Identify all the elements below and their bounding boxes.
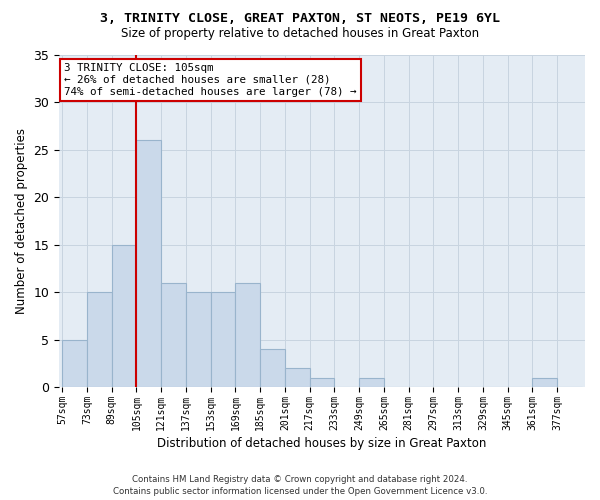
Bar bbox=[211, 292, 235, 387]
Bar bbox=[532, 378, 557, 387]
Y-axis label: Number of detached properties: Number of detached properties bbox=[15, 128, 28, 314]
Bar bbox=[186, 292, 211, 387]
Bar bbox=[62, 340, 87, 387]
Bar bbox=[285, 368, 310, 387]
X-axis label: Distribution of detached houses by size in Great Paxton: Distribution of detached houses by size … bbox=[157, 437, 487, 450]
Text: Contains HM Land Registry data © Crown copyright and database right 2024.
Contai: Contains HM Land Registry data © Crown c… bbox=[113, 474, 487, 496]
Bar bbox=[359, 378, 384, 387]
Bar bbox=[161, 283, 186, 387]
Text: 3 TRINITY CLOSE: 105sqm
← 26% of detached houses are smaller (28)
74% of semi-de: 3 TRINITY CLOSE: 105sqm ← 26% of detache… bbox=[64, 64, 357, 96]
Bar bbox=[112, 245, 136, 387]
Bar bbox=[136, 140, 161, 387]
Bar bbox=[310, 378, 334, 387]
Bar bbox=[260, 349, 285, 387]
Text: Size of property relative to detached houses in Great Paxton: Size of property relative to detached ho… bbox=[121, 28, 479, 40]
Text: 3, TRINITY CLOSE, GREAT PAXTON, ST NEOTS, PE19 6YL: 3, TRINITY CLOSE, GREAT PAXTON, ST NEOTS… bbox=[100, 12, 500, 26]
Bar bbox=[235, 283, 260, 387]
Bar bbox=[87, 292, 112, 387]
